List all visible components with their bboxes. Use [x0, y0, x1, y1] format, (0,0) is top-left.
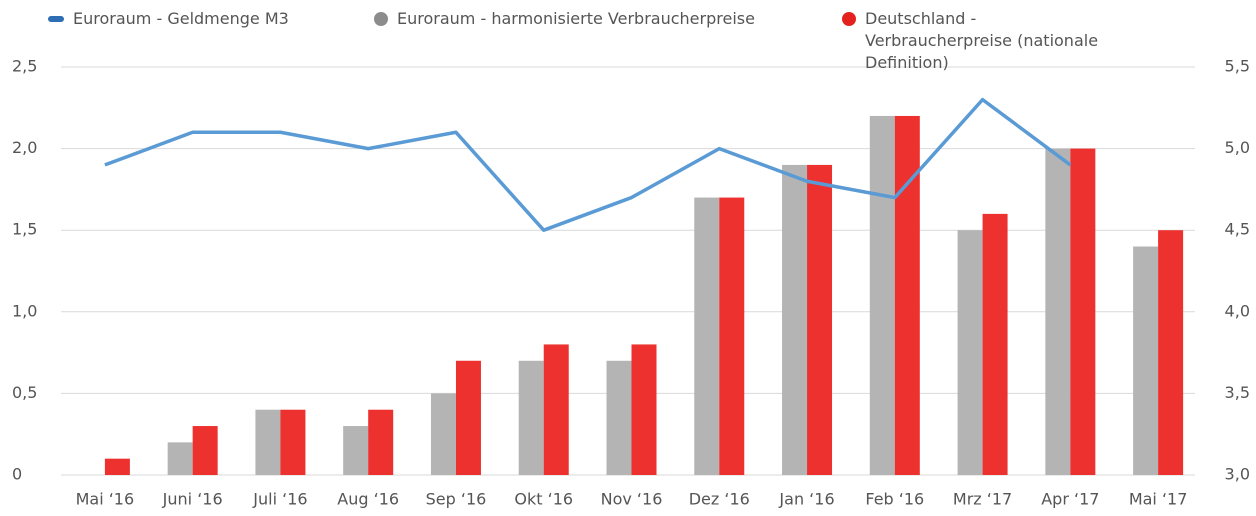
- bar: [894, 115, 920, 476]
- legend-item: Euroraum - Geldmenge M3: [48, 8, 373, 30]
- bar: [343, 426, 369, 475]
- bar: [807, 164, 833, 476]
- y-tick-label: 2,0: [12, 138, 37, 157]
- bar: [957, 230, 983, 475]
- bar: [167, 442, 193, 475]
- legend-label: Euroraum - Geldmenge M3: [73, 9, 289, 28]
- bar: [782, 164, 808, 476]
- bar: [104, 458, 130, 475]
- y-tick-label: 0: [12, 465, 22, 484]
- legend-marker: [842, 12, 856, 26]
- bar: [1045, 148, 1071, 475]
- y2-tick-label: 3,0: [1225, 465, 1250, 484]
- y-tick-label: 1,0: [12, 301, 37, 320]
- y2-tick-label: 4,5: [1225, 220, 1250, 239]
- y-tick-label: 2,5: [12, 57, 37, 76]
- x-tick-label: Apr ‘17: [1041, 490, 1099, 509]
- x-tick-label: Aug ‘16: [337, 490, 399, 509]
- x-tick-label: Juli ‘16: [252, 490, 307, 509]
- bar: [455, 360, 481, 475]
- x-tick-label: Jan ‘16: [778, 490, 834, 509]
- bar: [1070, 148, 1096, 475]
- bar: [719, 197, 745, 475]
- legend-item: Euroraum - harmonisierte Verbraucherprei…: [372, 8, 837, 30]
- x-tick-label: Okt ‘16: [514, 490, 573, 509]
- bar: [518, 360, 544, 475]
- x-tick-label: Dez ‘16: [689, 490, 750, 509]
- x-tick-label: Mai ‘16: [76, 490, 135, 509]
- bar: [869, 115, 895, 476]
- bar: [368, 409, 394, 475]
- bar: [631, 344, 657, 475]
- bar: [1158, 230, 1184, 475]
- legend-item: Deutschland - Verbraucherpreise (nationa…: [840, 8, 1185, 74]
- x-tick-label: Feb ‘16: [865, 490, 924, 509]
- bar: [1133, 246, 1159, 475]
- y2-tick-label: 5,0: [1225, 138, 1250, 157]
- y-tick-label: 1,5: [12, 220, 37, 239]
- x-tick-label: Mai ‘17: [1129, 490, 1188, 509]
- line: [104, 97, 1072, 232]
- bar: [694, 197, 720, 475]
- legend-label: Deutschland - Verbraucherpreise (nationa…: [865, 9, 1099, 72]
- y2-tick-label: 5,5: [1225, 57, 1250, 76]
- y2-tick-label: 3,5: [1225, 383, 1250, 402]
- bar: [255, 409, 281, 475]
- x-tick-label: Mrz ‘17: [953, 490, 1012, 509]
- bar: [543, 344, 569, 475]
- y-tick-label: 0,5: [12, 383, 37, 402]
- x-tick-label: Sep ‘16: [426, 490, 487, 509]
- bar: [280, 409, 306, 475]
- legend-marker: [48, 16, 64, 22]
- y2-tick-label: 4,0: [1225, 301, 1250, 320]
- bar: [430, 393, 456, 475]
- legend-marker: [374, 12, 388, 26]
- legend-label: Euroraum - harmonisierte Verbraucherprei…: [397, 9, 755, 28]
- bar: [192, 426, 218, 475]
- bar: [606, 360, 632, 475]
- x-tick-label: Juni ‘16: [162, 490, 223, 509]
- x-tick-label: Nov ‘16: [601, 490, 663, 509]
- bar: [982, 213, 1008, 475]
